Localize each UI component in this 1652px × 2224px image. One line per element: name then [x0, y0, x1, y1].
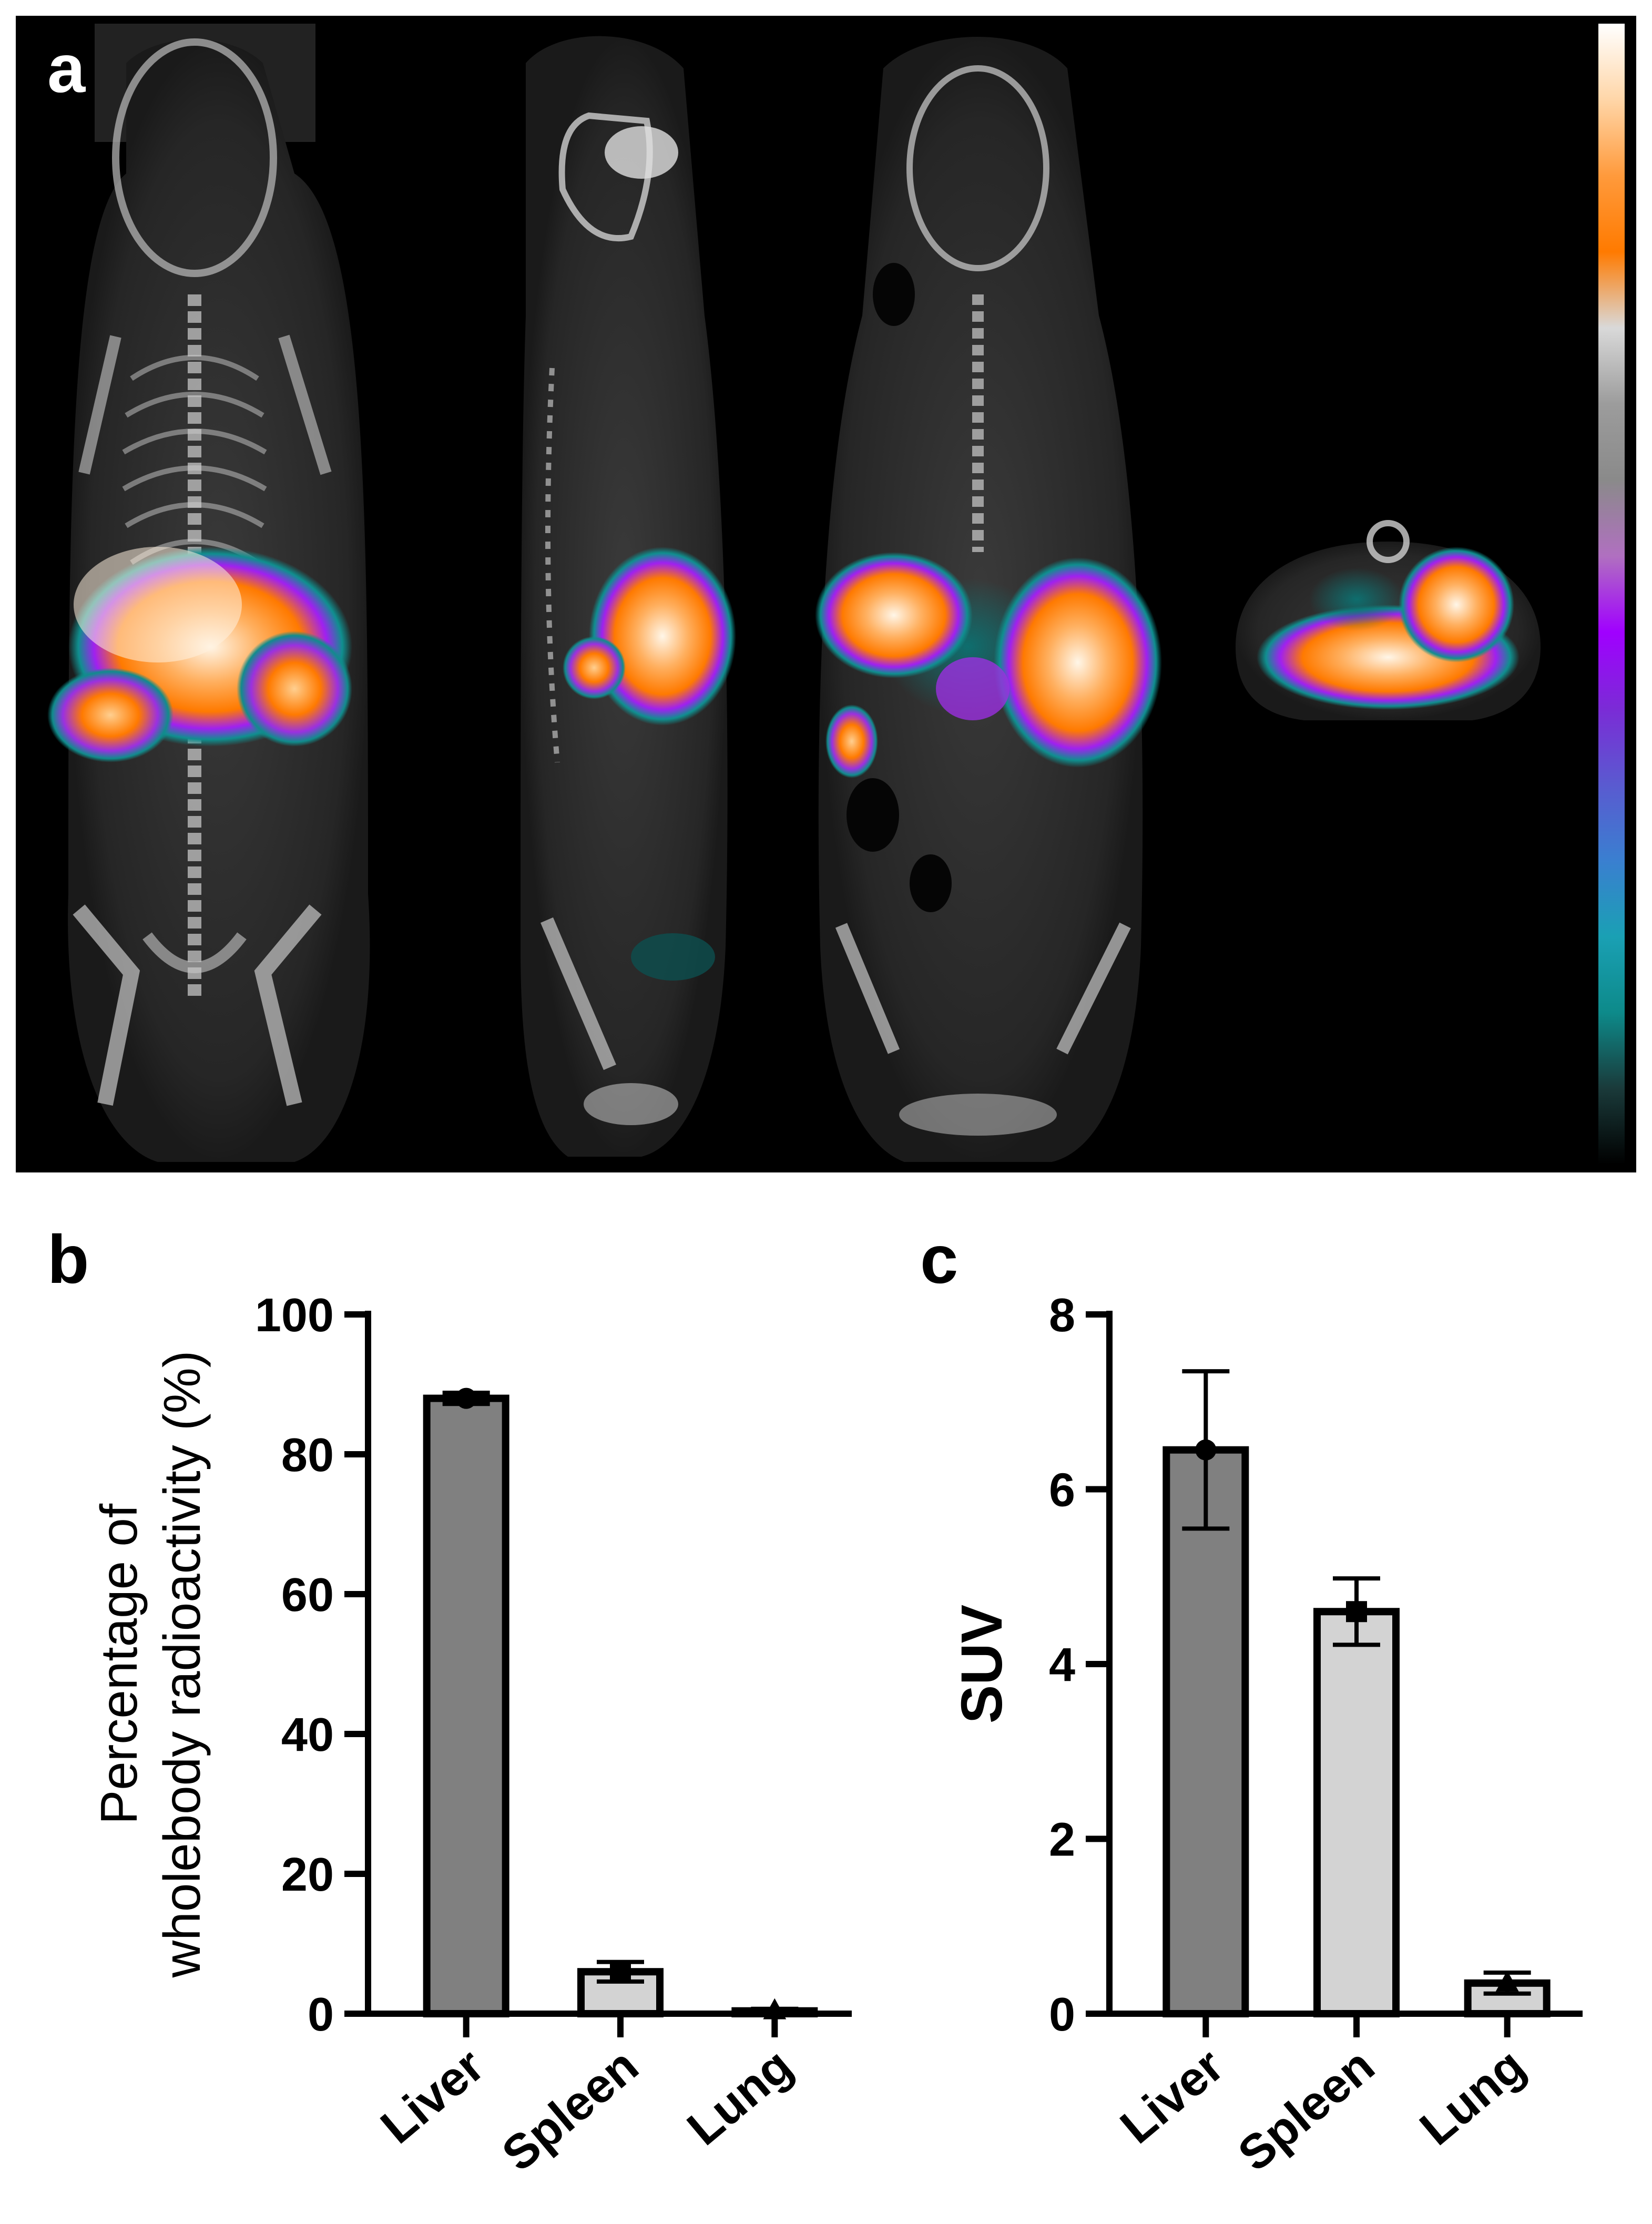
y-tick-label: 20 — [281, 1849, 334, 1901]
y-tick-label: 8 — [1049, 1289, 1075, 1342]
y-tick-label: 6 — [1049, 1464, 1075, 1517]
y-tick-label: 4 — [1049, 1639, 1075, 1691]
colorbar — [1598, 24, 1625, 1165]
y-axis-label: Percentage of — [90, 1503, 148, 1824]
x-tick-label: Liver — [371, 2038, 494, 2154]
panel-a: a — [16, 16, 1636, 1172]
y-tick-label: 100 — [255, 1289, 334, 1342]
data-point-liver — [1195, 1439, 1217, 1461]
panel-c-letter: c — [920, 1221, 958, 1298]
x-tick-label: Spleen — [492, 2038, 648, 2181]
bar-spleen — [1313, 1608, 1400, 2017]
mouse-3d-render — [47, 24, 370, 1162]
y-axis-label: SUV — [950, 1605, 1014, 1723]
y-tick-label: 0 — [308, 1988, 334, 2041]
data-point-spleen — [1346, 1601, 1367, 1623]
x-tick-label: Liver — [1110, 2038, 1233, 2154]
y-tick-label: 2 — [1049, 1814, 1075, 1866]
data-point-liver — [455, 1388, 477, 1409]
mouse-transverse-slice — [1236, 520, 1541, 720]
y-axis-label: wholebody radioactivity (%) — [153, 1351, 211, 1978]
panel-b-letter: b — [47, 1221, 89, 1298]
mouse-sagittal-slice — [521, 36, 736, 1157]
y-tick-label: 40 — [281, 1709, 334, 1761]
x-tick-label: Lung — [1410, 2038, 1535, 2156]
bar-liver — [1162, 1446, 1249, 2017]
bar-liver — [423, 1394, 509, 2018]
y-tick-label: 0 — [1049, 1988, 1075, 2041]
x-tick-label: Lung — [677, 2038, 802, 2156]
data-point-spleen — [610, 1961, 631, 1983]
x-tick-label: Spleen — [1228, 2038, 1384, 2181]
y-tick-label: 60 — [281, 1569, 334, 1621]
data-point-lung — [1495, 1970, 1519, 1992]
panel-a-letter: a — [47, 30, 86, 107]
mouse-coronal-slice — [815, 37, 1162, 1162]
y-tick-label: 80 — [281, 1429, 334, 1482]
